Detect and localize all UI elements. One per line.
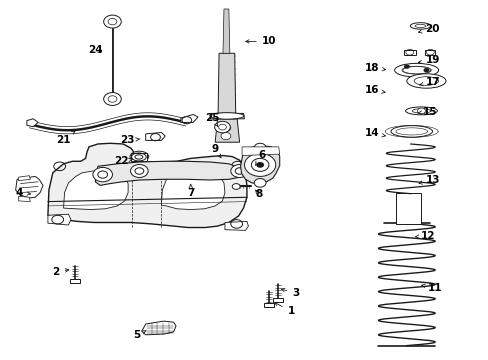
Polygon shape [215, 119, 239, 142]
Ellipse shape [406, 74, 445, 88]
Circle shape [423, 68, 428, 72]
Polygon shape [19, 176, 30, 181]
Text: 3: 3 [281, 288, 299, 298]
Ellipse shape [390, 126, 432, 137]
Circle shape [254, 179, 265, 187]
Polygon shape [264, 303, 273, 307]
Circle shape [232, 184, 240, 189]
Circle shape [103, 93, 121, 105]
Circle shape [217, 123, 237, 138]
Polygon shape [223, 9, 229, 53]
Polygon shape [48, 143, 246, 228]
Polygon shape [210, 113, 244, 119]
Text: 18: 18 [364, 63, 385, 73]
Polygon shape [161, 170, 224, 210]
Polygon shape [95, 161, 243, 185]
Polygon shape [240, 146, 279, 184]
Circle shape [214, 121, 230, 133]
Ellipse shape [394, 63, 438, 77]
Polygon shape [272, 298, 282, 302]
Circle shape [403, 64, 409, 69]
Circle shape [93, 167, 112, 182]
Polygon shape [70, 279, 80, 283]
Circle shape [221, 132, 230, 140]
Polygon shape [224, 221, 248, 230]
Text: 24: 24 [88, 45, 102, 55]
Ellipse shape [405, 107, 436, 115]
Text: 14: 14 [364, 128, 385, 138]
Text: 1: 1 [274, 302, 294, 316]
Text: 7: 7 [186, 184, 194, 198]
Text: 13: 13 [418, 175, 439, 185]
Text: 15: 15 [417, 107, 437, 117]
Text: 9: 9 [211, 144, 221, 158]
Text: 22: 22 [114, 156, 132, 166]
Text: 12: 12 [414, 231, 434, 241]
Polygon shape [145, 132, 165, 140]
Text: 19: 19 [418, 55, 439, 66]
Circle shape [221, 124, 230, 131]
Circle shape [254, 143, 265, 152]
Text: 21: 21 [56, 131, 75, 145]
Circle shape [230, 165, 248, 177]
Text: 11: 11 [421, 283, 442, 293]
Polygon shape [131, 153, 146, 161]
Text: 23: 23 [120, 135, 140, 145]
Text: 8: 8 [255, 189, 262, 199]
Text: 4: 4 [16, 188, 30, 198]
Polygon shape [181, 114, 198, 122]
Polygon shape [19, 196, 30, 202]
Text: 20: 20 [418, 24, 439, 34]
Polygon shape [218, 53, 235, 113]
Text: 6: 6 [255, 150, 264, 165]
Text: 25: 25 [205, 113, 220, 126]
Polygon shape [242, 147, 279, 156]
Polygon shape [404, 50, 415, 55]
Circle shape [130, 165, 148, 177]
Text: 5: 5 [133, 330, 146, 340]
Circle shape [244, 153, 275, 176]
Polygon shape [27, 119, 38, 127]
Text: 17: 17 [419, 77, 439, 87]
Ellipse shape [409, 23, 430, 29]
Polygon shape [425, 50, 434, 55]
Circle shape [417, 108, 425, 114]
Polygon shape [395, 193, 420, 224]
Polygon shape [63, 171, 128, 210]
Text: 16: 16 [364, 85, 385, 95]
Polygon shape [142, 321, 176, 335]
Ellipse shape [130, 151, 148, 162]
Polygon shape [16, 176, 43, 198]
Circle shape [103, 15, 121, 28]
Circle shape [256, 162, 264, 168]
Text: 2: 2 [53, 267, 69, 277]
Ellipse shape [209, 113, 244, 119]
Polygon shape [48, 214, 71, 225]
Text: 10: 10 [245, 36, 276, 46]
